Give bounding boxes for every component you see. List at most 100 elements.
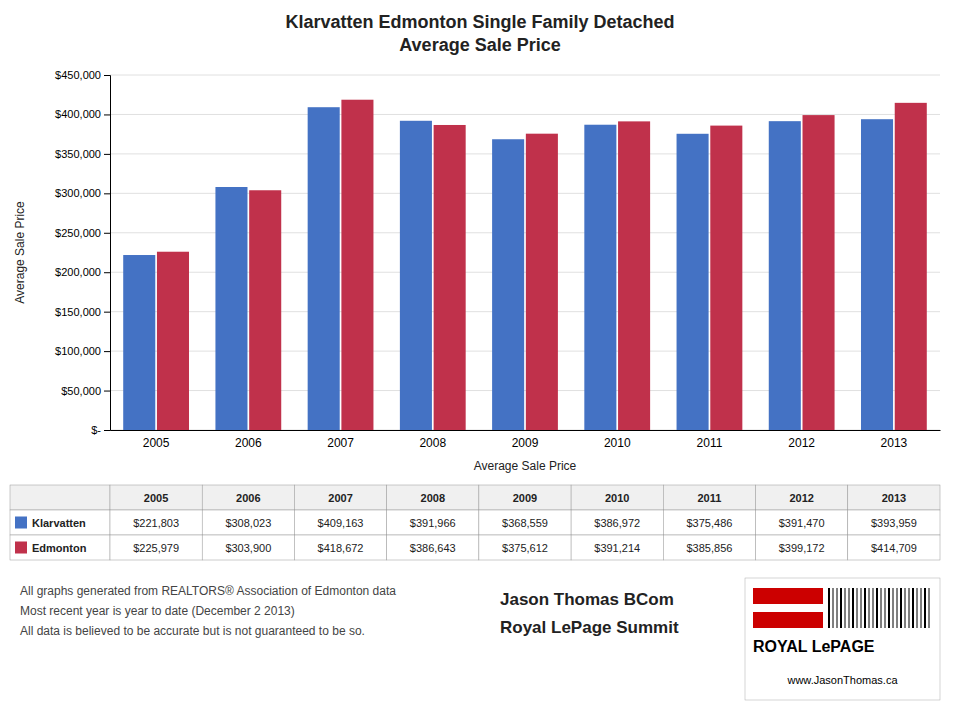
y-tick-mark [104,391,110,392]
y-tick-label: $200,000 [55,266,101,278]
logo-barcode-line [924,588,926,628]
y-axis-line [104,76,111,431]
y-tick: $450,000 [55,69,110,81]
table-cell [294,535,386,560]
logo-barcode-line [905,588,906,628]
y-tick-label: $50,000 [61,385,101,397]
table-cell [387,535,479,560]
bar [308,107,340,430]
y-tick-mark [104,154,110,155]
logo-barcode-line [869,588,870,628]
y-tick-mark [104,233,110,234]
y-tick-mark [104,351,110,352]
x-tick-label: 2006 [235,436,262,450]
table-cell [571,510,663,535]
bar [895,103,927,430]
y-tick-mark [104,272,110,273]
logo-barcode-line [876,588,878,628]
table-cell [294,510,386,535]
table-row-label: Edmonton [32,542,87,554]
table-value: $393,959 [871,517,917,529]
title-line: Average Sale Price [399,35,560,55]
table-cell [848,510,940,535]
logo-red-block [753,588,823,604]
table-value: $308,023 [225,517,271,529]
table-cell [571,535,663,560]
y-tick: $50,000 [61,385,110,397]
footer: All graphs generated from REALTORS® Asso… [20,584,679,638]
logo-barcode-line [893,588,894,628]
x-tick-label: 2005 [143,436,170,450]
logo-barcode-line [881,588,882,628]
table-cell [10,510,110,535]
logo: ROYAL LePAGEwww.JasonThomas.ca [745,578,940,700]
table-cell [10,535,110,560]
bar [584,125,616,430]
logo-barcode-line [912,588,914,628]
bar [434,125,466,430]
y-axis-title: Average Sale Price [13,201,27,304]
y-tick: $300,000 [55,187,110,199]
y-tick-label: $400,000 [55,108,101,120]
logo-barcode-line [921,588,922,628]
x-tick-label: 2010 [604,436,631,450]
table-header: 2011 [698,492,722,504]
table-cell [10,485,110,510]
logo-barcode-line [828,588,830,628]
grid-line [110,114,940,115]
table-value: $391,470 [779,517,825,529]
x-tick-label: 2008 [419,436,446,450]
bar [400,121,432,430]
x-axis-line [111,430,941,431]
y-tick-mark [104,430,110,431]
logo-barcode-line [852,588,854,628]
table-cell [756,485,848,510]
bar [341,100,373,430]
y-tick-mark [104,193,110,194]
title-line: Klarvatten Edmonton Single Family Detach… [285,12,674,32]
table-value: $391,214 [594,542,640,554]
logo-barcode-line [917,588,918,628]
y-tick: $400,000 [55,108,110,120]
table-value: $375,486 [686,517,732,529]
bar [215,187,247,430]
footnote: All data is believed to be accurate but … [20,624,365,638]
y-axis: $-$50,000$100,000$150,000$200,000$250,00… [55,69,110,436]
y-tick: $- [91,424,110,436]
y-tick-mark [104,312,110,313]
logo-box [745,578,940,700]
table-cell [479,510,571,535]
y-tick-label: $300,000 [55,187,101,199]
footnote: All graphs generated from REALTORS® Asso… [20,584,396,598]
table-value: $385,856 [686,542,732,554]
bar [861,119,893,430]
table-value: $399,172 [779,542,825,554]
table-value: $409,163 [318,517,364,529]
table-header: 2013 [882,492,906,504]
table-cell [294,485,386,510]
table-value: $391,966 [410,517,456,529]
table-cell [202,510,294,535]
x-tick: 2012 [788,436,815,450]
table-value: $418,672 [318,542,364,554]
x-tick: 2013 [881,436,908,450]
table-value: $386,972 [594,517,640,529]
table-cell [663,485,755,510]
table-header: 2006 [236,492,260,504]
bar [618,121,650,430]
bar [157,252,189,430]
data-table: 200520062007200820092010201120122013Klar… [10,485,940,560]
table-swatch [15,542,27,554]
table-swatch [15,517,27,529]
y-tick: $350,000 [55,148,110,160]
table-value: $221,803 [133,517,179,529]
bar [769,121,801,430]
table-row-label: Klarvatten [32,517,86,529]
logo-barcode-line [900,588,902,628]
logo-barcode-line [849,588,850,628]
bar [710,126,742,430]
x-tick: 2005 [143,436,170,450]
bar [492,139,524,430]
logo-barcode-line [897,588,898,628]
bar [677,134,709,430]
